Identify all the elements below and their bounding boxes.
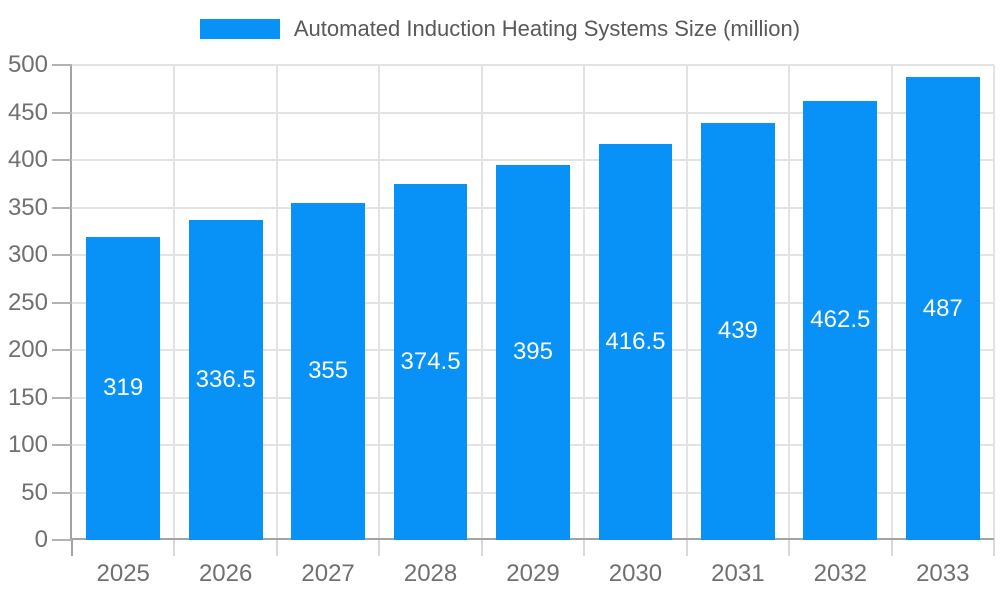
gridline-vertical <box>583 65 586 540</box>
y-axis-tick <box>52 64 72 66</box>
gridline-vertical <box>685 65 688 540</box>
bar <box>188 220 263 540</box>
bar-value-label: 439 <box>717 317 758 345</box>
y-axis-tick <box>52 159 72 161</box>
legend-label: Automated Induction Heating Systems Size… <box>293 16 801 41</box>
x-tick-label: 2031 <box>711 560 765 587</box>
x-axis-tick <box>993 540 995 556</box>
bar <box>393 184 468 540</box>
gridline-vertical <box>275 65 278 540</box>
y-tick-label: 50 <box>21 478 48 506</box>
bar <box>803 100 878 540</box>
legend: Automated Induction Heating Systems Size… <box>0 14 1000 44</box>
x-axis-tick <box>685 540 688 556</box>
x-axis-tick <box>173 540 176 556</box>
bar-value-label: 319 <box>103 374 144 402</box>
gridline-horizontal <box>72 159 994 161</box>
legend-swatch <box>199 19 280 39</box>
x-tick-label: 2025 <box>96 560 150 587</box>
x-axis-tick <box>788 540 791 556</box>
bar-value-label: 336.5 <box>195 366 256 394</box>
y-tick-label: 250 <box>7 288 48 316</box>
gridline-vertical <box>480 65 483 540</box>
y-axis-tick <box>52 206 72 209</box>
y-axis-tick <box>52 349 72 351</box>
y-axis-tick <box>52 396 72 399</box>
gridline-vertical <box>173 65 176 540</box>
x-tick-label: 2030 <box>608 560 663 587</box>
bar <box>86 236 161 540</box>
gridline-vertical <box>890 65 893 540</box>
gridline-horizontal <box>72 111 994 114</box>
y-axis-tick <box>52 301 72 304</box>
y-axis-tick <box>52 491 72 494</box>
y-axis-tick <box>52 111 72 114</box>
gridline-vertical <box>788 65 791 540</box>
bar <box>905 77 980 540</box>
x-tick-label: 2033 <box>916 560 970 587</box>
x-tick-label: 2028 <box>403 560 458 587</box>
x-tick-label: 2026 <box>198 560 253 587</box>
bar-value-label: 355 <box>308 357 349 385</box>
y-tick-label: 400 <box>7 146 48 173</box>
x-axis-tick <box>71 540 73 556</box>
bar-value-label: 462.5 <box>810 306 871 334</box>
x-tick-label: 2027 <box>301 560 355 587</box>
x-tick-label: 2032 <box>813 560 868 587</box>
y-tick-label: 100 <box>7 431 48 458</box>
y-tick-label: 500 <box>7 51 48 78</box>
bar <box>598 144 673 540</box>
bar-value-label: 374.5 <box>400 348 461 376</box>
bar-value-label: 395 <box>512 338 553 366</box>
bar <box>701 122 775 540</box>
bar-value-label: 487 <box>922 294 963 322</box>
x-axis-tick <box>275 540 278 556</box>
y-axis-tick <box>52 444 72 446</box>
gridline-horizontal <box>72 64 994 66</box>
y-tick-label: 150 <box>7 383 48 411</box>
y-tick-label: 0 <box>34 526 48 553</box>
x-tick-label: 2029 <box>506 560 560 587</box>
y-tick-label: 200 <box>7 336 48 363</box>
plot-border-right <box>993 65 995 540</box>
x-axis-tick <box>583 540 586 556</box>
y-axis-tick <box>52 254 72 256</box>
y-tick-label: 300 <box>7 241 48 268</box>
y-tick-label: 450 <box>7 98 48 126</box>
bar-value-label: 416.5 <box>605 328 666 356</box>
bar <box>291 202 365 540</box>
x-axis-tick <box>378 540 381 556</box>
bar <box>496 164 570 540</box>
gridline-vertical <box>378 65 381 540</box>
x-axis-tick <box>480 540 483 556</box>
y-tick-label: 350 <box>7 193 48 221</box>
y-axis-tick <box>52 539 72 541</box>
x-axis-tick <box>890 540 893 556</box>
